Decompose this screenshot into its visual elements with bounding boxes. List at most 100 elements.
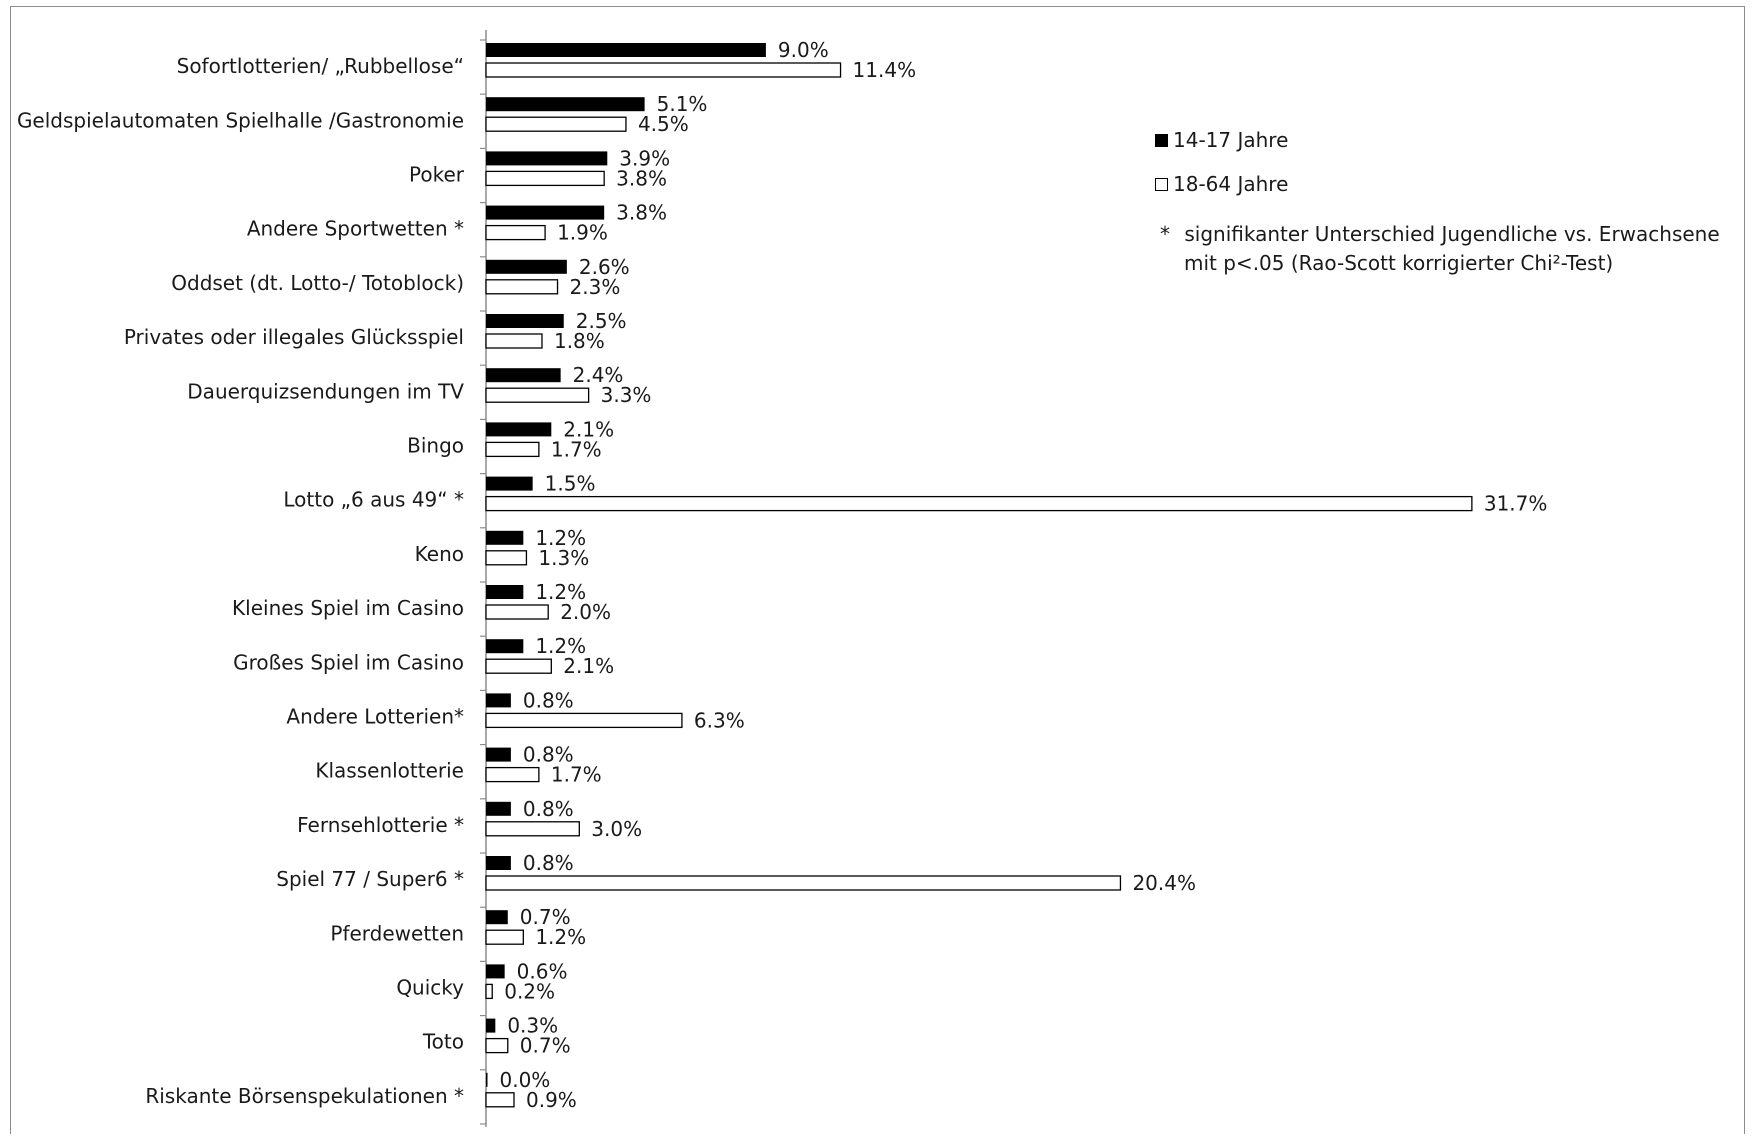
- legend-swatch-white: [1155, 177, 1168, 191]
- legend-swatch-black: [1155, 133, 1168, 147]
- category-label: Klassenlotterie: [315, 759, 464, 783]
- bar-14-17: [486, 1018, 496, 1033]
- note-line-2: mit p<.05 (Rao-Scott korrigierter Chi²-T…: [1184, 251, 1614, 275]
- data-label: 0.8%: [523, 688, 574, 712]
- bar-18-64: [485, 550, 528, 566]
- bar-14-17: [486, 910, 508, 925]
- bar-14-17: [486, 856, 511, 870]
- data-label: 1.2%: [535, 925, 586, 949]
- bar-14-17: [486, 747, 511, 762]
- bar-18-64: [485, 495, 1473, 512]
- data-label: 3.8%: [616, 201, 667, 225]
- data-label: 0.8%: [523, 851, 574, 875]
- legend-item-series-1: 14-17 Jahre: [1155, 126, 1288, 154]
- data-label: 1.2%: [535, 634, 586, 658]
- category-label: Spiel 77 / Super6 *: [276, 867, 464, 891]
- bar-14-17: [486, 585, 524, 599]
- bar-18-64: [485, 983, 493, 1000]
- category-label: Großes Spiel im Casino: [233, 650, 464, 674]
- data-label: 1.5%: [545, 472, 596, 496]
- data-label: 0.6%: [517, 959, 568, 983]
- bar-14-17: [486, 43, 766, 57]
- category-label: Toto: [422, 1030, 464, 1054]
- bar-14-17: [486, 801, 511, 816]
- data-label: 11.4%: [853, 58, 917, 82]
- bar-14-17: [486, 205, 605, 220]
- data-label: 31.7%: [1484, 492, 1548, 516]
- data-label: 2.4%: [573, 363, 624, 387]
- bar-18-64: [485, 333, 543, 349]
- legend: 14-17 Jahre 18-64 Jahre: [1155, 126, 1288, 214]
- bar-18-64: [485, 387, 590, 403]
- category-label: Keno: [415, 542, 464, 566]
- bar-14-17: [486, 368, 561, 383]
- note-asterisk: *: [1160, 222, 1170, 246]
- category-label: Bingo: [407, 434, 464, 458]
- bar-18-64: [485, 821, 580, 837]
- data-label: 5.1%: [657, 92, 708, 116]
- bar-18-64: [485, 929, 524, 945]
- data-label: 4.5%: [638, 112, 689, 136]
- significance-note: * signifikanter Unterschied Jugendliche …: [1160, 220, 1720, 278]
- data-label: 2.6%: [579, 255, 630, 279]
- data-label: 3.8%: [616, 166, 667, 190]
- data-label: 2.5%: [576, 309, 627, 333]
- data-label: 3.0%: [591, 817, 642, 841]
- bar-14-17: [486, 151, 608, 166]
- category-label: Kleines Spiel im Casino: [232, 596, 464, 620]
- bar-18-64: [485, 224, 546, 241]
- data-label: 2.0%: [560, 600, 611, 624]
- data-label: 9.0%: [778, 38, 829, 62]
- legend-label-series-1: 14-17 Jahre: [1173, 128, 1289, 152]
- bar-18-64: [485, 116, 627, 132]
- category-label: Riskante Börsenspekulationen *: [145, 1084, 464, 1108]
- bar-18-64: [485, 875, 1122, 891]
- bar-18-64: [485, 62, 842, 78]
- data-label: 1.8%: [554, 329, 605, 353]
- data-label: 6.3%: [694, 708, 745, 732]
- data-label: 0.9%: [526, 1088, 577, 1112]
- data-label: 0.7%: [520, 1034, 571, 1058]
- bar-14-17: [486, 964, 505, 979]
- bar-18-64: [485, 441, 540, 458]
- bar-14-17: [486, 314, 564, 328]
- category-label: Andere Lotterien*: [286, 705, 464, 729]
- data-label: 2.3%: [570, 275, 621, 299]
- bar-14-17: [486, 97, 645, 112]
- category-label: Andere Sportwetten *: [247, 217, 464, 241]
- data-label: 1.2%: [535, 580, 586, 604]
- category-label: Poker: [409, 163, 465, 187]
- category-label: Sofortlotterien/ „Rubbellose“: [177, 54, 464, 78]
- data-label: 2.1%: [563, 417, 614, 441]
- bar-18-64: [485, 1092, 515, 1108]
- bar-14-17: [486, 259, 567, 274]
- data-label: 0.8%: [523, 797, 574, 821]
- category-label: Dauerquizsendungen im TV: [187, 379, 464, 403]
- legend-item-series-2: 18-64 Jahre: [1155, 170, 1288, 198]
- category-label: Fernsehlotterie *: [297, 813, 464, 837]
- data-label: 1.2%: [535, 526, 586, 550]
- category-label: Privates oder illegales Glücksspiel: [124, 325, 464, 349]
- data-label: 0.3%: [507, 1014, 558, 1038]
- bar-14-17: [486, 693, 511, 708]
- data-label: 1.9%: [557, 221, 608, 245]
- note-text-1: signifikanter Unterschied Jugendliche vs…: [1184, 222, 1720, 246]
- data-label: 2.1%: [563, 654, 614, 678]
- category-label: Quicky: [396, 976, 464, 1000]
- bar-18-64: [485, 766, 540, 783]
- data-label: 0.2%: [504, 979, 555, 1003]
- note-line-1: * signifikanter Unterschied Jugendliche …: [1160, 220, 1720, 249]
- bar-14-17: [486, 1072, 488, 1087]
- data-label: 1.7%: [551, 437, 602, 461]
- bar-14-17: [486, 422, 552, 437]
- category-label: Pferdewetten: [330, 921, 464, 945]
- bar-18-64: [485, 604, 549, 620]
- data-label: 0.8%: [523, 743, 574, 767]
- data-label: 1.7%: [551, 763, 602, 787]
- chart-frame: [10, 6, 1745, 1134]
- data-label: 3.9%: [619, 146, 670, 170]
- category-label: Oddset (dt. Lotto-/ Totoblock): [171, 271, 464, 295]
- data-label: 0.7%: [520, 905, 571, 929]
- category-label: Lotto „6 aus 49“ *: [283, 488, 464, 512]
